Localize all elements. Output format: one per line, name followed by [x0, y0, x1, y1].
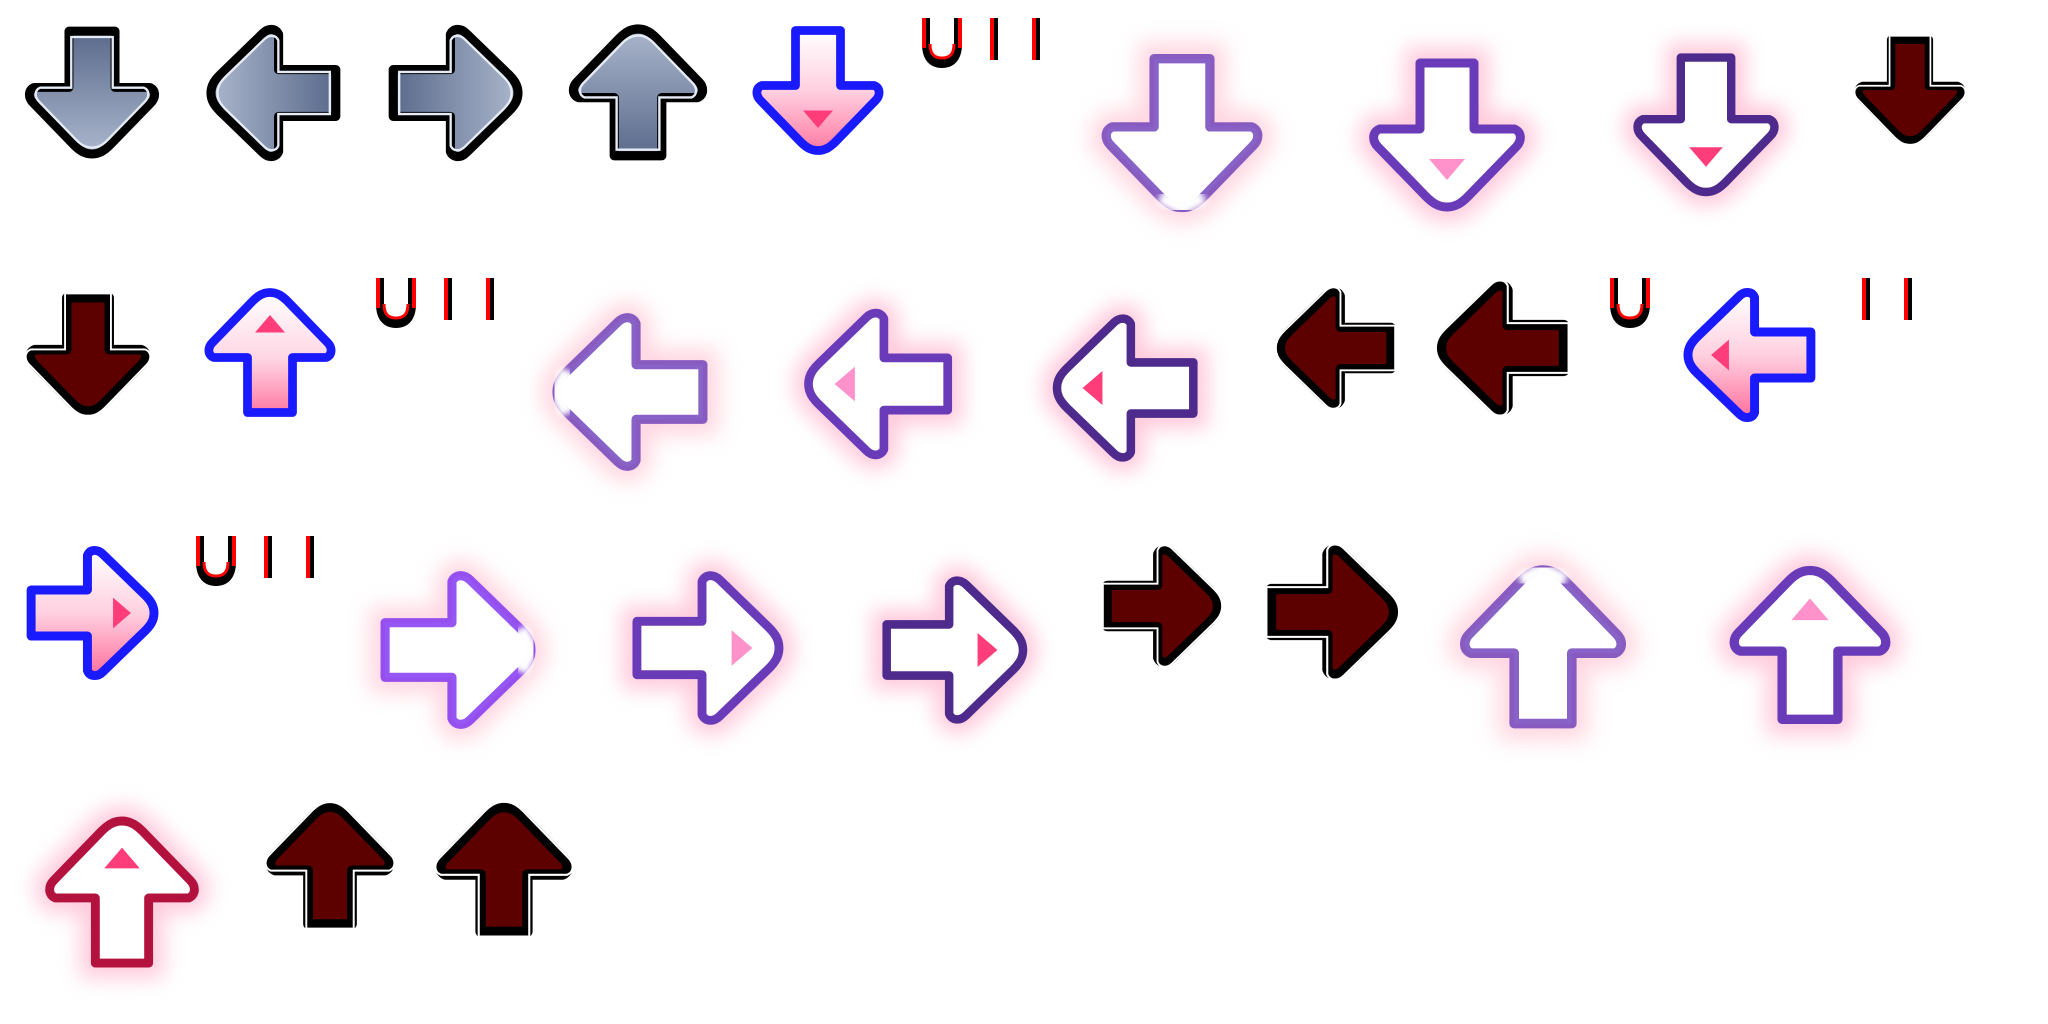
- up-press-glow-3: [34, 806, 210, 978]
- right-maroon-small: [1101, 544, 1224, 668]
- static-right-arrow: [388, 24, 523, 162]
- right-press-glow-2: [622, 560, 794, 736]
- up-maroon-large: [434, 800, 574, 938]
- left-hold-pieces: [1862, 278, 1912, 320]
- down-press-glow-3: [1623, 43, 1789, 207]
- left-maroon-small: [1274, 286, 1397, 410]
- up-press-glow-1: [1448, 553, 1638, 740]
- right-maroon-large: [1265, 543, 1401, 681]
- down-maroon-small: [1853, 34, 1967, 146]
- down-press-glow-1: [1090, 43, 1274, 223]
- up-note-arrow-blue: [204, 288, 336, 417]
- left-press-glow-3: [1042, 304, 1208, 472]
- down-note-arrow: [752, 26, 884, 155]
- up-maroon-small: [264, 801, 396, 930]
- down-press-glow-2: [1358, 48, 1536, 223]
- static-up-arrow: [568, 24, 708, 161]
- static-down-arrow: [24, 26, 160, 159]
- static-left-arrow: [206, 24, 341, 162]
- left-note-arrow: [1683, 287, 1816, 423]
- left-press-glow-2: [793, 298, 963, 470]
- right-hold-end-pieces: [196, 536, 314, 586]
- up-press-glow-2: [1718, 555, 1902, 735]
- down-hold-end-pieces: [922, 18, 1040, 68]
- left-press-glow-1: [541, 302, 719, 482]
- down-maroon-large: [24, 292, 152, 417]
- right-note-arrow: [26, 545, 159, 681]
- right-press-glow-1: [369, 560, 547, 740]
- up-hold-end-pieces: [376, 278, 494, 328]
- left-hold-end-piece: [1610, 278, 1650, 328]
- right-press-glow-3: [872, 566, 1038, 734]
- left-maroon-large: [1434, 279, 1570, 417]
